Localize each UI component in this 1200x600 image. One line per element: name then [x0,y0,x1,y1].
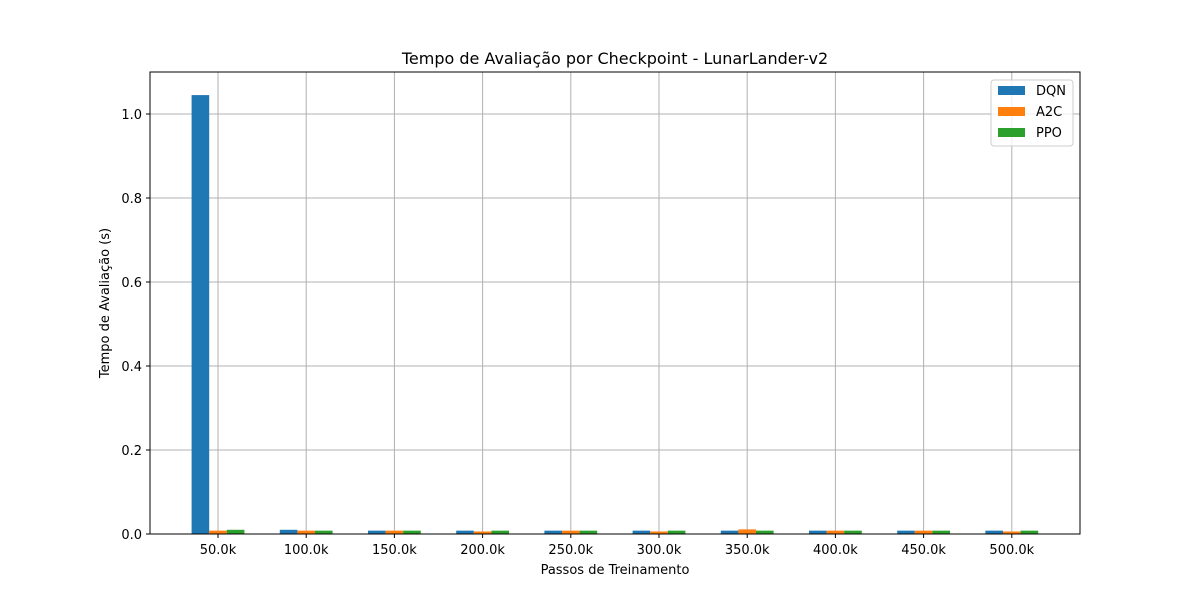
bar-a2c-9 [1003,531,1021,534]
bar-ppo-7 [844,530,862,534]
y-tick-label: 0.6 [121,276,142,291]
bar-dqn-3 [456,530,474,534]
bar-ppo-4 [579,530,598,534]
y-tick-label: 0.0 [121,528,142,543]
bar-a2c-3 [473,531,492,534]
x-tick-label: 150.0k [372,543,417,558]
bar-ppo-8 [932,530,950,534]
bar-dqn-4 [544,530,562,534]
x-tick-label: 450.0k [901,543,946,558]
bar-a2c-6 [738,529,756,534]
legend-label-dqn: DQN [1036,84,1066,99]
x-axis-label: Passos de Treinamento [541,563,690,578]
bar-a2c-2 [385,530,404,534]
legend-swatch-a2c [998,107,1025,116]
bar-dqn-8 [897,530,915,534]
bar-a2c-4 [562,530,580,534]
axis-ticks: 50.0k 100.0k 150.0k 200.0k 250.0k 300.0k 350.0… [121,108,1034,558]
bar-dqn-0 [191,95,210,534]
chart-title: Tempo de Avaliação por Checkpoint - Luna… [401,49,828,68]
bar-ppo-3 [491,530,509,534]
bar-ppo-6 [756,530,774,534]
x-tick-label: 400.0k [813,543,858,558]
bar-ppo-9 [1020,530,1039,534]
y-tick-label: 0.2 [121,444,142,459]
bar-a2c-1 [297,530,315,534]
legend-swatch-ppo [998,128,1025,137]
bar-dqn-6 [720,530,739,534]
x-tick-label: 300.0k [637,543,682,558]
y-tick-label: 0.8 [121,192,142,207]
bar-a2c-5 [650,531,668,534]
x-tick-label: 350.0k [725,543,770,558]
grid-lines [150,72,1080,535]
bar-a2c-0 [209,530,227,534]
y-tick-label: 1.0 [121,108,142,123]
bar-a2c-7 [826,530,845,534]
bar-dqn-5 [632,530,651,534]
legend-swatch-dqn [998,86,1025,95]
x-tick-label: 250.0k [548,543,593,558]
bar-ppo-1 [315,530,333,534]
x-tick-label: 50.0k [200,543,237,558]
bar-a2c-8 [914,530,933,534]
bar-dqn-9 [985,530,1003,534]
bar-dqn-2 [368,530,386,534]
bar-ppo-0 [226,529,245,534]
x-tick-label: 100.0k [284,543,329,558]
bar-dqn-7 [809,530,827,534]
legend-label-ppo: PPO [1036,126,1062,141]
plot-frame [149,71,1081,535]
x-tick-label: 500.0k [989,543,1034,558]
bar-ppo-5 [667,530,686,534]
bars [191,95,1039,534]
legend-label-a2c: A2C [1036,105,1062,120]
y-axis-label: Tempo de Avaliação (s) [98,228,113,379]
y-tick-label: 0.4 [121,360,142,375]
x-tick-label: 200.0k [460,543,505,558]
bar-ppo-2 [403,530,421,534]
legend: DQN A2C PPO [990,79,1074,147]
bar-dqn-1 [279,529,298,534]
